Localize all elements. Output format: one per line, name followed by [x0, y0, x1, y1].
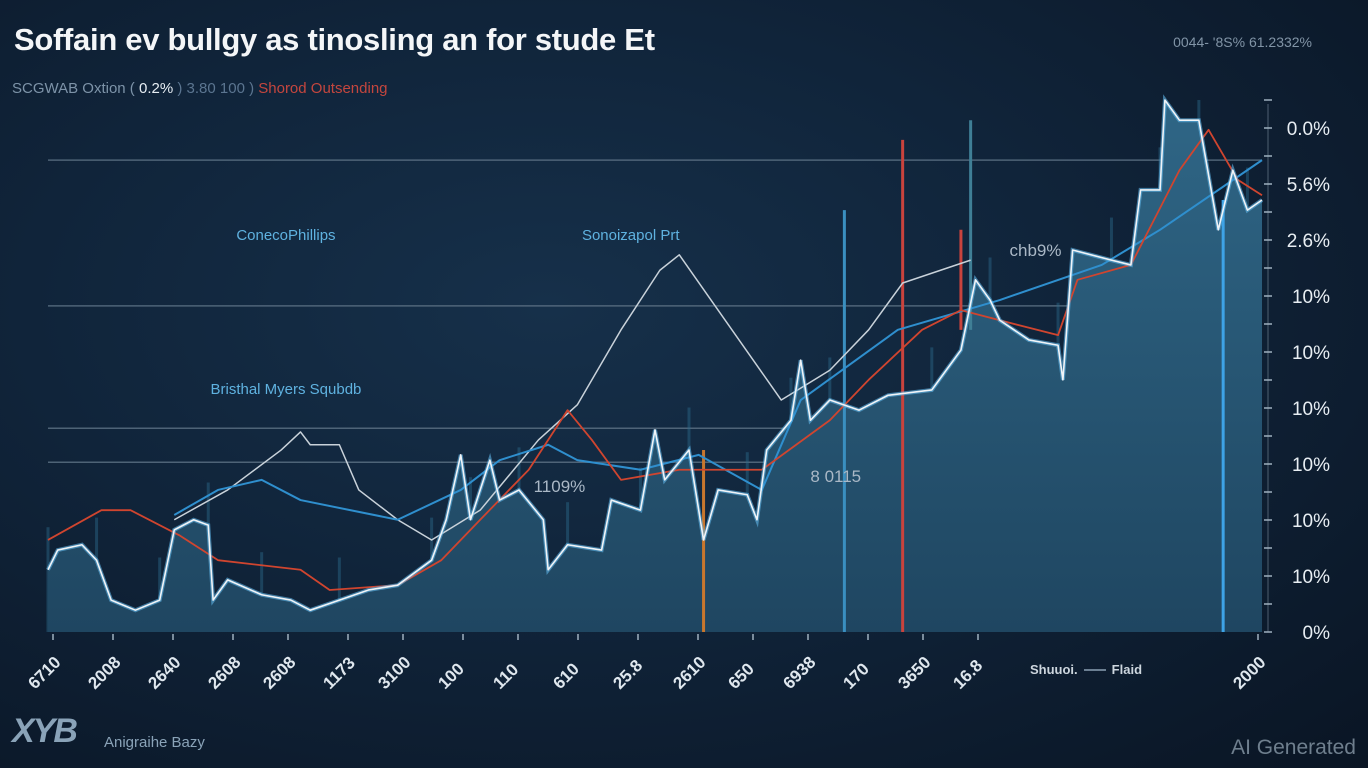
- y-tick-label: 0.0%: [1287, 119, 1330, 140]
- x-tick-label: 2640: [144, 653, 184, 693]
- chart-title: Soffain ev bullgy as tinosling an for st…: [14, 22, 655, 57]
- annotation-label: Bristhal Myers Squbdb: [210, 381, 361, 398]
- legend-swatch: [1083, 668, 1106, 671]
- x-tick-label: 100: [434, 659, 467, 692]
- x-tick-label: 2608: [204, 653, 244, 693]
- x-tick-label: 110: [489, 660, 522, 693]
- price-line: [47, 99, 1263, 611]
- annotation-label: chb9%: [1009, 241, 1061, 260]
- x-tick-label: 2000: [1229, 653, 1269, 693]
- legend-item-shuuoi: Shuuoi.: [1030, 662, 1078, 677]
- ai-generated-watermark: AI Generated: [1231, 736, 1356, 759]
- subtitle-percent: 0.2%: [138, 80, 174, 97]
- ma-red-line: [47, 128, 1263, 591]
- annotation-label: Sonoizapol Prt: [582, 227, 680, 244]
- x-tick-label: 2008: [84, 653, 124, 693]
- subtitle-mid: ) 3.80 100 ): [177, 80, 255, 97]
- subtitle-shares-outstanding: Shorod Outsending: [258, 80, 388, 97]
- x-tick-label: 2608: [259, 653, 299, 693]
- x-tick-label: 16.8: [949, 656, 986, 693]
- x-tick-label: 3650: [894, 653, 934, 693]
- subtitle-prefix: SCGWAB Oxtion (: [12, 80, 135, 97]
- y-tick-label: 10%: [1292, 455, 1330, 476]
- x-tick-label: 650: [724, 659, 757, 692]
- x-tick-label: 6710: [24, 653, 64, 693]
- x-tick-label: 25.8: [609, 656, 646, 693]
- ma-blue-line: [173, 159, 1263, 521]
- volume-bar: [260, 552, 264, 632]
- x-tick-label: 3100: [374, 653, 414, 693]
- x-tick-label: 2610: [669, 653, 709, 693]
- brand-name: Anigraihe Bazy: [104, 734, 205, 751]
- y-tick-label: 10%: [1292, 567, 1330, 588]
- chart-subtitle: SCGWAB Oxtion ( 0.2% ) 3.80 100 ) Shorod…: [12, 80, 388, 97]
- x-tick-label: 6938: [779, 653, 819, 693]
- x-tick-label: 1173: [319, 653, 359, 693]
- legend: Shuuoi. Flaid: [1030, 662, 1142, 677]
- y-tick-label: 10%: [1292, 287, 1330, 308]
- y-tick-label: 5.6%: [1287, 175, 1330, 196]
- volume-bar: [337, 557, 341, 632]
- ma-white-line: [173, 254, 971, 541]
- y-tick-label: 10%: [1292, 343, 1330, 364]
- legend-item-flaid: Flaid: [1111, 662, 1143, 677]
- brand-logo: XYB: [12, 712, 78, 750]
- y-tick-label: 0%: [1303, 623, 1331, 644]
- top-right-readout: 0044- '8S% 61.2332%: [1173, 34, 1312, 50]
- annotation-label: ConecoPhillips: [236, 227, 335, 244]
- price-area: [48, 100, 1262, 632]
- annotation-label: 1109%: [534, 477, 586, 496]
- y-tick-label: 10%: [1292, 399, 1330, 420]
- y-tick-label: 10%: [1292, 511, 1330, 532]
- y-tick-label: 2.6%: [1287, 231, 1330, 252]
- x-tick-label: 170: [839, 659, 872, 692]
- annotation-label: 8 0115: [810, 467, 861, 486]
- x-tick-label: 610: [549, 659, 582, 692]
